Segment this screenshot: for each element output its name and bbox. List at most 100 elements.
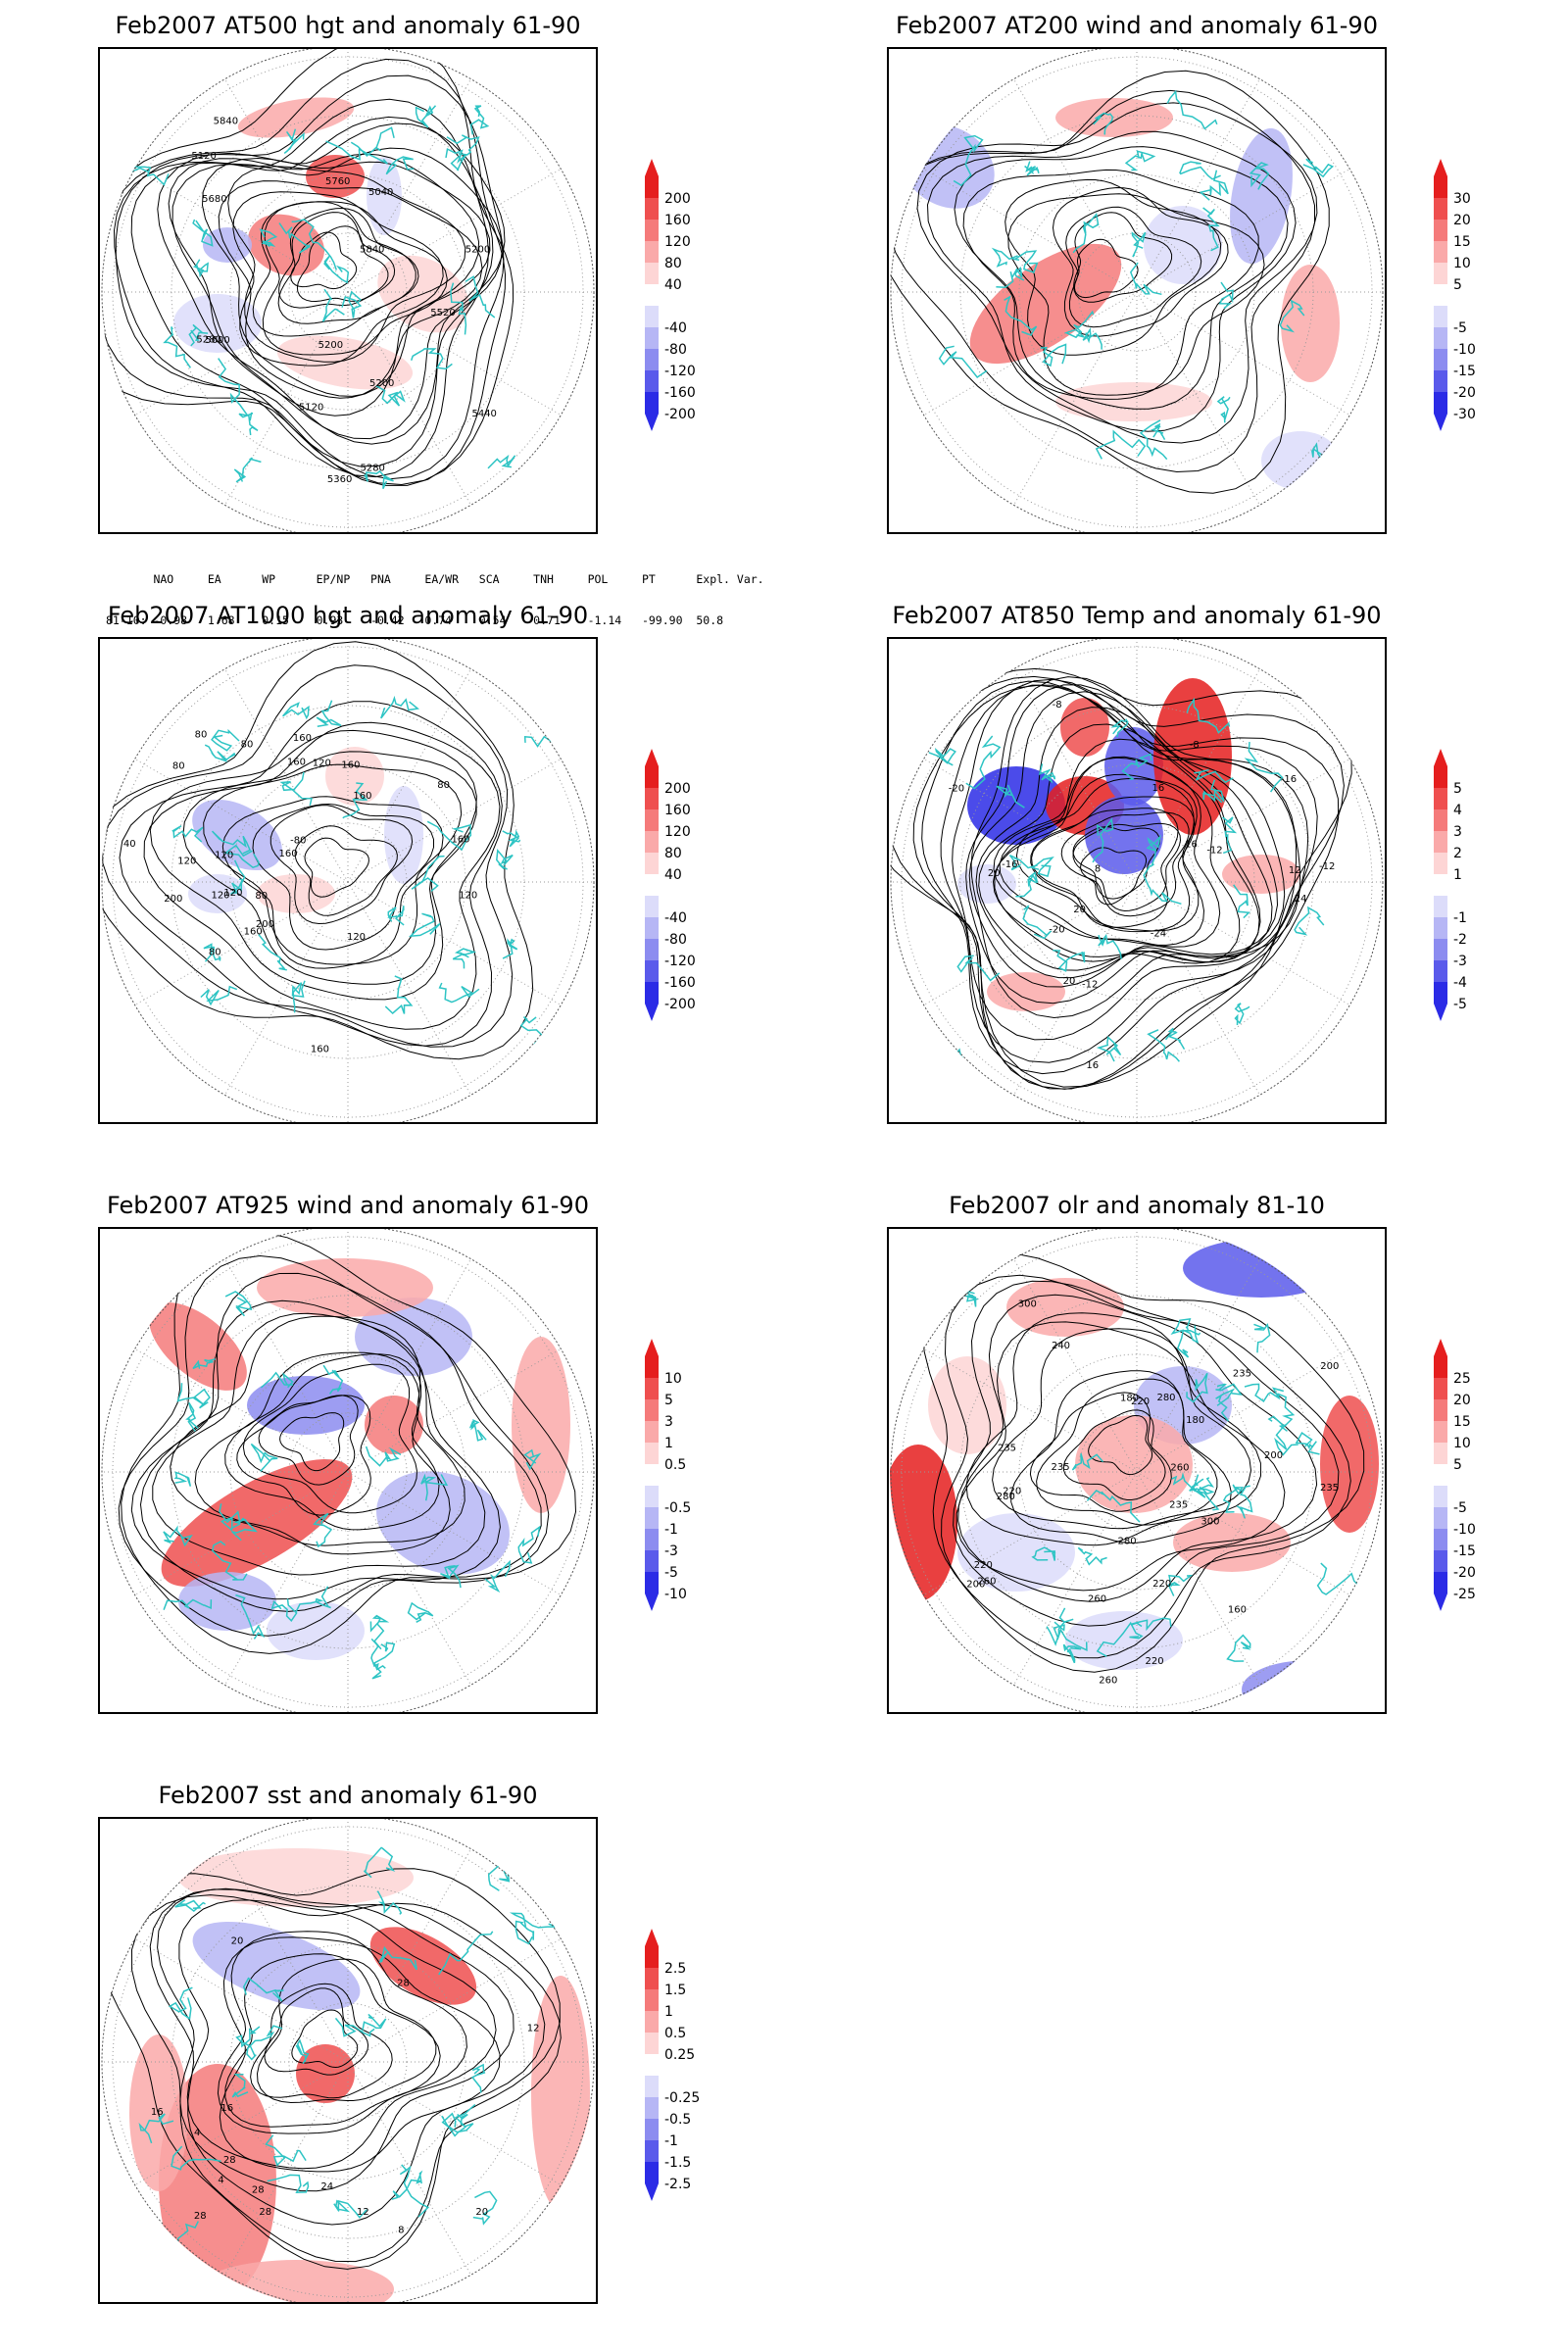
panel-title: Feb2007 AT850 Temp and anomaly 61-90	[892, 602, 1382, 629]
contour-label: 280	[997, 1492, 1015, 1502]
contour-label: 5840	[360, 245, 384, 256]
colorbar-tick-label: -0.5	[664, 2112, 691, 2128]
contour-label: 8	[1095, 864, 1101, 875]
colorbar-tick-label: -5	[1453, 997, 1467, 1012]
contour-label: 5120	[191, 151, 216, 162]
contour-label: 28	[223, 2155, 236, 2166]
anomaly-shading	[306, 155, 365, 198]
map-frame	[98, 1227, 598, 1714]
colorbar-tick-label: -5	[1453, 1500, 1467, 1516]
map-frame: 5840 5200 5280 5200 5040 5120 5200 5120 5280 5360…	[98, 47, 598, 534]
contour-label: 160	[287, 758, 306, 768]
colorbar-tick-label: -120	[664, 364, 696, 379]
contour-label: 260	[977, 1576, 996, 1587]
anomaly-shading	[1173, 1513, 1291, 1572]
anomaly-shading	[267, 1601, 365, 1660]
contour-label: 16	[1185, 840, 1198, 851]
contour-label: 40	[123, 839, 136, 850]
colorbar-tick-label: 4	[1453, 803, 1462, 818]
contour-label: 5200	[369, 378, 394, 389]
anomaly-shading	[1075, 1415, 1193, 1513]
contour-label: 5520	[430, 308, 455, 318]
colorbar-tick-label: -80	[664, 342, 687, 358]
map-frame: 220 235 200 260 240 260 235 220 235 200 180 160 180 2…	[887, 1227, 1387, 1714]
panel-title: Feb2007 AT500 hgt and anomaly 61-90	[115, 12, 581, 39]
anomaly-shading	[1230, 127, 1293, 265]
contour-label: 235	[1233, 1369, 1251, 1380]
panel-at200: Feb2007 AT200 wind and anomaly 61-90 30 20…	[887, 12, 1514, 580]
contour-label: 120	[459, 891, 477, 902]
contour-label: 28	[397, 1979, 410, 1989]
contour-label: -12	[1319, 861, 1335, 872]
contour-label: -8	[1053, 700, 1062, 710]
contour-label: -20	[1049, 925, 1064, 936]
contour-label: 280	[1118, 1536, 1137, 1546]
panel-title: Feb2007 AT200 wind and anomaly 61-90	[896, 12, 1378, 39]
colorbar-tick-label: -15	[1453, 1544, 1476, 1559]
anomaly-shading	[1144, 206, 1222, 284]
colorbar-tick-label: -10	[1453, 1522, 1476, 1538]
colorbar-tick-label: 40	[664, 277, 682, 293]
contour-label: 240	[1052, 1341, 1070, 1351]
contour-label: 120	[313, 759, 331, 769]
contour-label: 5760	[325, 176, 350, 187]
anomaly-shading	[1261, 431, 1340, 490]
anomaly-shading	[969, 243, 1122, 365]
colorbar-tick-label: -200	[664, 407, 696, 422]
contour-label: 80	[255, 891, 268, 902]
panel-title: Feb2007 olr and anomaly 81-10	[949, 1192, 1325, 1219]
colorbar-tick-label: -3	[1453, 954, 1467, 969]
anomaly-shading	[1320, 1396, 1379, 1533]
colorbar: 10 5 3 1 0.5 -0.5 -1 -3 -5 -10	[643, 1339, 711, 1623]
panel-at925: Feb2007 AT925 wind and anomaly 61-90 10 5 3…	[98, 1192, 725, 1760]
colorbar-tick-label: 10	[1453, 256, 1471, 271]
map-frame	[887, 47, 1387, 534]
contour-label: -80	[290, 836, 306, 847]
contour-label: 8	[398, 2226, 404, 2236]
colorbar-tick-label: 160	[664, 803, 691, 818]
colorbar-tick-label: -10	[1453, 342, 1476, 358]
anomaly-shading	[365, 1396, 423, 1454]
colorbar-tick-label: 3	[664, 1414, 673, 1430]
anomaly-shading	[296, 2044, 355, 2103]
contour-label: -20	[949, 784, 964, 795]
contour-label: 16	[220, 2103, 233, 2114]
anomaly-shading	[1104, 727, 1163, 806]
panel-olr: Feb2007 olr and anomaly 81-10 220 235 200 26…	[887, 1192, 1514, 1760]
contour-label: 120	[211, 891, 229, 902]
contour-label: 200	[966, 1579, 985, 1590]
contour-label: 260	[1170, 1463, 1189, 1474]
contour-label: 160	[244, 926, 263, 937]
contour-label: 28	[194, 2211, 207, 2222]
anomaly-shading	[1055, 98, 1173, 137]
colorbar-tick-label: 15	[1453, 1414, 1471, 1430]
colorbar-tick-label: 80	[664, 256, 682, 271]
contour-label: 160	[1228, 1605, 1247, 1616]
contour-label: 120	[223, 888, 242, 899]
anomaly-shading	[1183, 1239, 1340, 1298]
anomaly-shading	[1085, 796, 1163, 874]
anomaly-shading	[369, 1927, 477, 2005]
colorbar-tick-label: -120	[664, 954, 696, 969]
panel-at500: Feb2007 AT500 hgt and anomaly 61-90 5840 5…	[98, 12, 725, 580]
anomaly-shading	[192, 1921, 361, 2011]
colorbar-tick-label: 30	[1453, 191, 1471, 207]
contour-label: 80	[241, 740, 254, 751]
anomaly-shading	[928, 1356, 1006, 1454]
anomaly-shading	[890, 1445, 957, 1601]
colorbar-tick-label: 120	[664, 824, 691, 840]
contour-label: 4	[218, 2175, 223, 2185]
colorbar-tick-label: 3	[1453, 824, 1462, 840]
contour-label: 5840	[214, 117, 238, 127]
teleconnection-table: NAO EA WP EP/NP PNA EA/WR SCA TNH POL PT…	[106, 545, 764, 641]
colorbar-tick-label: 160	[664, 213, 691, 228]
contour-label: 5040	[368, 187, 393, 198]
colorbar-tick-label: 10	[664, 1371, 682, 1387]
colorbar-tick-label: 120	[664, 234, 691, 250]
contour-label: 5280	[360, 464, 384, 474]
colorbar: 200 160 120 80 40 -40 -80 -120 -160 -200	[643, 749, 711, 1033]
contour-label: 24	[320, 2181, 333, 2192]
map-frame: 80 80 120 160 160 120 160 200 160 120 160 160 80 40 -8…	[98, 637, 598, 1124]
contour-label: 24	[1295, 894, 1307, 905]
contour-label: 20	[988, 868, 1001, 879]
